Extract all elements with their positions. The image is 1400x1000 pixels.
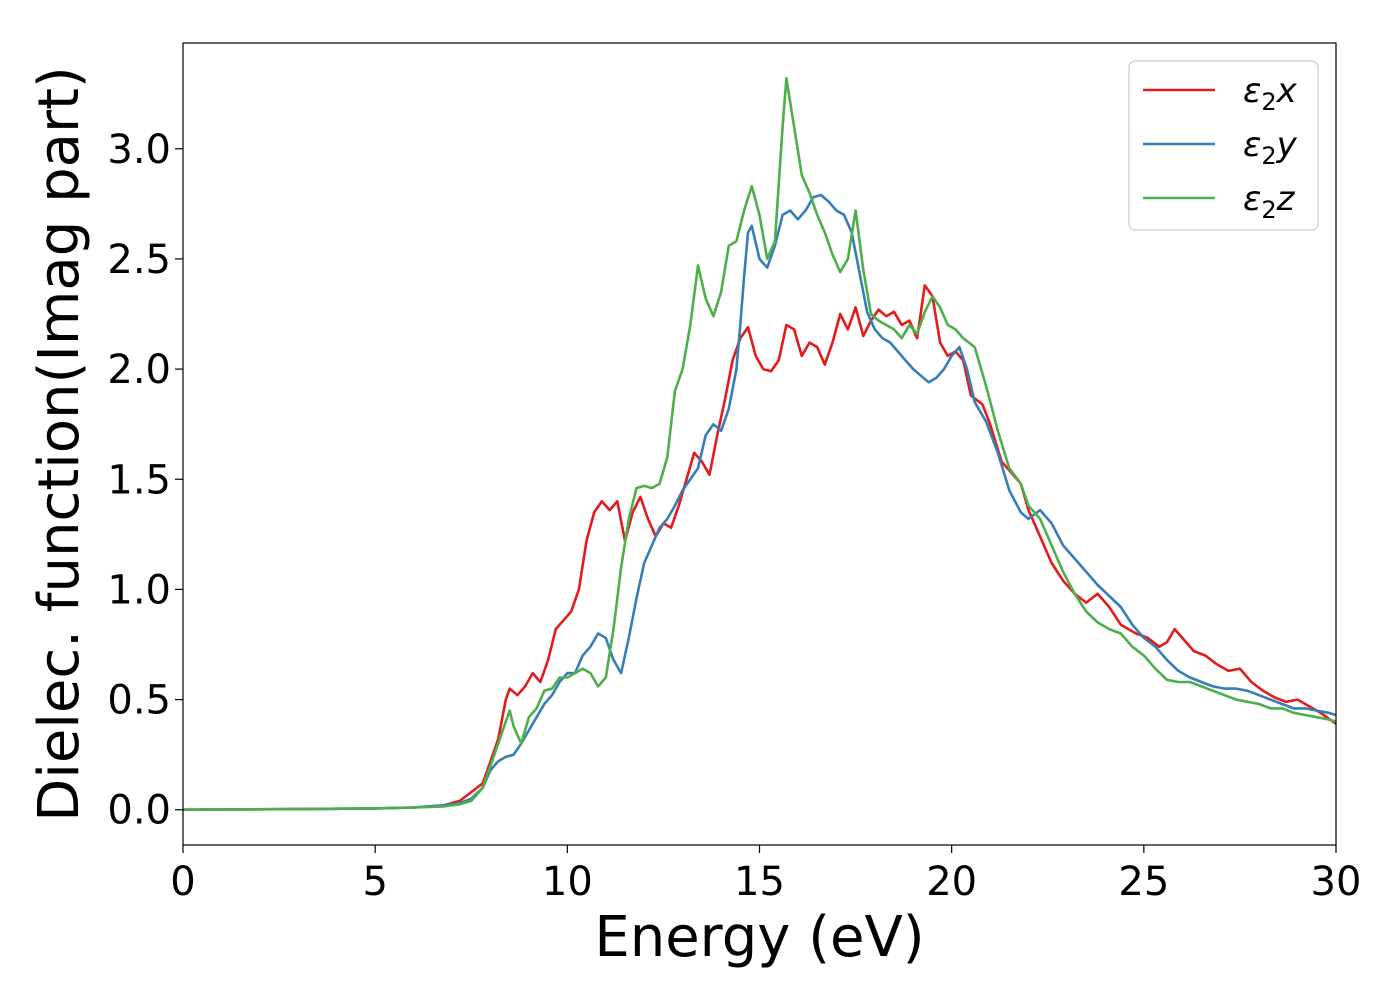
legend-item-z: ε2z [1143,179,1296,224]
legend-label: ε2z [1243,179,1296,224]
x-tick-label: 25 [1118,859,1169,905]
legend-label: ε2y [1243,125,1298,170]
y-tick-label: 3.0 [107,127,171,173]
series-line-x [183,284,1336,811]
x-tick-label: 15 [734,859,785,905]
x-tick-label: 20 [926,859,977,905]
legend-item-x: ε2x [1143,71,1298,116]
legend-item-y: ε2y [1143,125,1298,170]
y-tick-label: 2.5 [107,237,171,283]
x-axis: 0 5 10 15 20 25 30 [170,845,1361,905]
x-axis-title: Energy (eV) [594,905,924,970]
y-axis: 0.0 0.5 1.0 1.5 2.0 2.5 3.0 [107,127,183,834]
series-line-z [183,77,1336,811]
x-tick-label: 0 [170,859,195,905]
y-tick-label: 1.0 [107,567,171,613]
legend-box [1128,60,1319,231]
y-tick-label: 2.0 [107,347,171,393]
series-layer [183,77,1336,811]
x-tick-label: 30 [1311,859,1362,905]
x-tick-label: 5 [362,859,387,905]
y-tick-label: 0.5 [107,678,171,724]
y-axis-title: Dielec. function(Imag part) [27,66,92,822]
legend-label: ε2x [1243,71,1298,116]
y-tick-label: 0.0 [107,788,171,834]
x-tick-label: 10 [542,859,593,905]
y-tick-label: 1.5 [107,457,171,503]
legend: ε2x ε2y ε2z [1128,60,1319,231]
series-line-y [183,193,1336,811]
